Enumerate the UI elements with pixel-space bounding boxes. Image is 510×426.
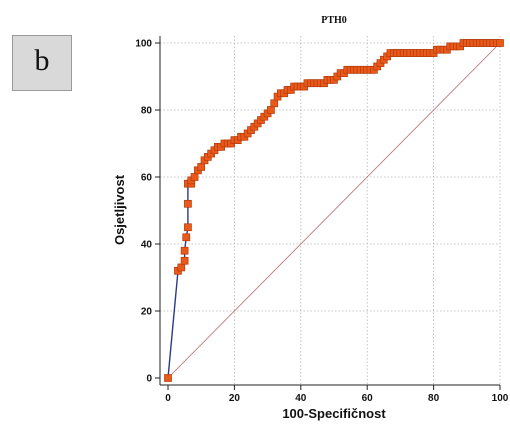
x-tick-label: 100 [492, 393, 509, 404]
y-tick-label: 60 [141, 173, 153, 184]
x-tick-label: 60 [362, 393, 374, 404]
y-axis-title: Osjetljivost [112, 174, 127, 245]
roc-point-marker [267, 106, 275, 114]
y-tick-label: 80 [141, 106, 153, 117]
roc-point-marker [270, 99, 279, 108]
roc-point-marker [164, 374, 172, 382]
roc-point-marker [180, 246, 189, 255]
roc-point-marker [184, 199, 192, 208]
x-tick-label: 80 [428, 393, 440, 404]
x-axis-title: 100-Specifičnost [282, 406, 386, 421]
roc-point-marker [182, 233, 191, 242]
y-tick-label: 0 [146, 374, 152, 385]
diagonal-reference-line [167, 42, 501, 379]
y-tick-label: 100 [135, 39, 152, 50]
roc-point-marker [197, 163, 206, 171]
y-tick-label: 40 [141, 240, 153, 251]
x-tick-label: 0 [165, 393, 171, 404]
marker-layer [164, 39, 504, 382]
tick-layer: 0 20 40 60 80 100 0 20 40 60 80 100 [135, 39, 508, 405]
panel-label: b [12, 35, 72, 91]
plot-area [160, 36, 500, 385]
axes [159, 36, 500, 386]
roc-point-marker [180, 256, 189, 265]
roc-point-marker [190, 173, 199, 181]
grid [160, 36, 501, 385]
diagonal-layer [167, 42, 501, 379]
roc-point-marker [177, 263, 186, 272]
x-tick-label: 20 [229, 393, 241, 404]
y-tick-label: 20 [141, 307, 153, 318]
chart-title: PTH0 [321, 15, 347, 26]
roc-point-marker [184, 223, 192, 232]
x-tick-label: 40 [295, 393, 307, 404]
roc-point-marker [496, 39, 504, 47]
